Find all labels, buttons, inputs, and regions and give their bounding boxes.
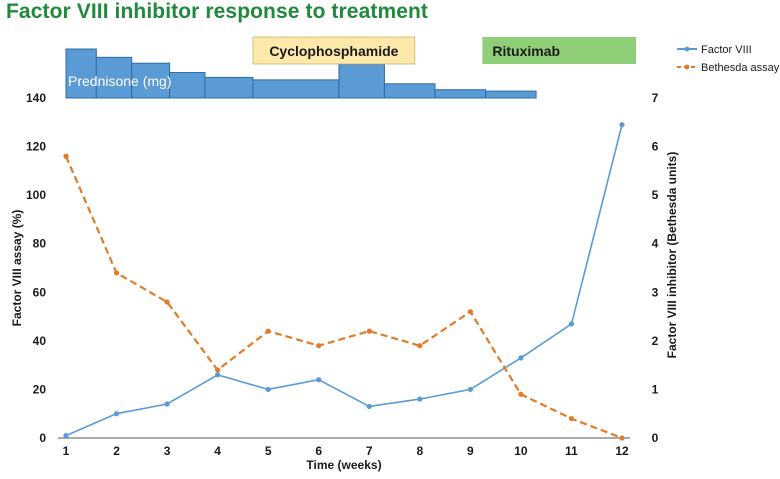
cyclophosphamide-label: Cyclophosphamide [269, 43, 398, 59]
legend-label-bethesda-assay: Bethesda assay [701, 62, 780, 74]
x-tick-label: 11 [565, 444, 578, 458]
factor-viii-point [316, 377, 322, 383]
x-axis-label: Time (weeks) [306, 458, 381, 472]
x-tick-label: 9 [467, 444, 474, 458]
prednisone-step-7 [338, 63, 385, 99]
x-tick-label: 8 [416, 444, 423, 458]
y-right-tick-label: 4 [652, 237, 659, 251]
factor-viii-point [619, 122, 625, 128]
bethesda-assay-point [366, 328, 372, 334]
factor-viii-point [215, 372, 221, 378]
axes: 1 2 3 4 5 6 7 8 9 10 11 120204060801001201400123456… [10, 91, 679, 472]
y-left-tick-label: 20 [33, 382, 47, 396]
bethesda-assay-point [417, 343, 423, 349]
rituximab-bar [482, 37, 636, 64]
prednisone-step-4 [169, 72, 206, 99]
y-left-tick-label: 120 [26, 140, 46, 154]
x-tick-label: 2 [113, 444, 120, 458]
factor-viii-point [467, 386, 473, 393]
cyclophosphamide-bar [252, 36, 416, 65]
legend-marker-factor-viii [684, 46, 690, 52]
bethesda-assay-point [316, 343, 322, 349]
y-right-tick-label: 5 [652, 188, 659, 202]
treatment-bars: Prednisone (mg) Cyclophosphamide Rituximab [65, 36, 636, 99]
bethesda-assay-point [63, 153, 69, 159]
y-left-tick-label: 100 [26, 188, 46, 202]
y-left-tick-label: 0 [39, 431, 46, 445]
prednisone-step-9 [434, 89, 487, 99]
factor-viii-point [366, 403, 372, 410]
y-left-tick-label: 80 [33, 237, 47, 251]
y-right-axis-label: Factor VIII inhibitor (Bethesda units) [665, 152, 679, 359]
series [63, 122, 625, 441]
bethesda-assay-line [64, 155, 623, 440]
y-left-tick-label: 40 [33, 334, 47, 348]
bethesda-assay-point [164, 299, 170, 305]
x-tick-label: 5 [265, 444, 272, 458]
bethesda-assay-point [518, 391, 524, 397]
bethesda-assay-point [265, 328, 271, 334]
x-tick-label: 10 [514, 444, 528, 458]
factor-viii-point [568, 321, 575, 327]
y-right-tick-label: 6 [652, 140, 659, 154]
y-left-axis-label: Factor VIII assay (%) [10, 210, 24, 327]
legend: Factor VIII Bethesda assay [677, 44, 780, 74]
y-right-tick-label: 7 [652, 91, 659, 105]
bethesda-assay-point [113, 270, 120, 276]
x-tick-label: 3 [164, 444, 171, 458]
legend-label-factor-viii: Factor VIII [701, 44, 752, 56]
bethesda-assay-point [467, 309, 473, 315]
y-right-tick-label: 1 [652, 382, 659, 396]
y-left-tick-label: 60 [33, 285, 47, 299]
x-tick-label: 1 [63, 444, 70, 458]
prednisone-step-5 [204, 76, 254, 99]
bethesda-assay-point [619, 435, 625, 441]
prednisone-step-2 [95, 56, 133, 99]
factor-viii-point [63, 432, 69, 439]
legend-marker-bethesda-assay [684, 64, 690, 70]
y-right-tick-label: 3 [652, 285, 659, 299]
chart-title: Factor VIII inhibitor response to treatm… [6, 0, 429, 23]
y-left-tick-label: 140 [26, 91, 46, 105]
x-tick-label: 6 [315, 444, 322, 458]
prednisone-step-10 [485, 90, 537, 99]
rituximab-label: Rituximab [492, 43, 560, 59]
factor-viii-point [265, 386, 271, 393]
x-tick-label: 4 [214, 444, 221, 458]
factor-viii-point [164, 401, 170, 407]
x-tick-label: 12 [615, 444, 629, 458]
x-tick-label: 7 [366, 444, 373, 458]
bethesda-assay-point [568, 415, 575, 422]
y-right-tick-label: 0 [652, 431, 659, 445]
factor-viii-line [65, 124, 623, 437]
factor-viii-point [113, 411, 120, 417]
prednisone-step-8 [383, 83, 436, 99]
prednisone-step-6 [252, 79, 340, 99]
factor-viii-point [518, 355, 524, 361]
factor-viii-point [417, 396, 423, 402]
y-right-tick-label: 2 [652, 334, 659, 348]
bethesda-assay-point [215, 367, 221, 373]
prednisone-label: Prednisone (mg) [68, 73, 172, 89]
